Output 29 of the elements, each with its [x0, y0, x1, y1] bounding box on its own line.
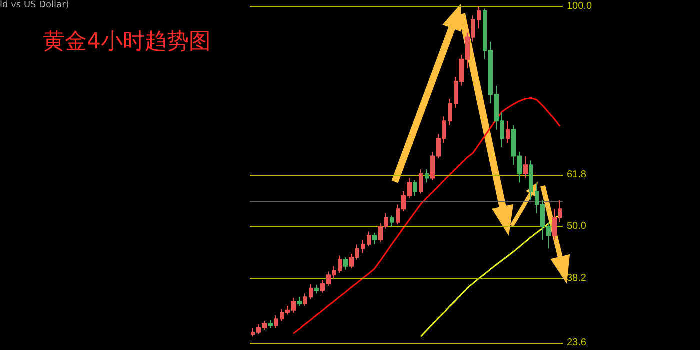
candlestick [367, 231, 371, 248]
candlestick [523, 156, 528, 179]
candlestick [314, 284, 319, 294]
candlestick [448, 98, 452, 126]
y-tick-label: 100.0 [567, 1, 592, 12]
text: 黄金4小时趋势图 [43, 30, 211, 54]
candlestick [343, 257, 348, 270]
y-tick-label: 50.0 [567, 221, 587, 232]
candlestick [303, 293, 307, 306]
candlestick [413, 180, 417, 196]
line-series [420, 214, 561, 338]
candlestick [477, 6, 481, 30]
y-tick-label: 23.6 [567, 337, 587, 348]
candlestick [529, 160, 533, 201]
candlestick [338, 255, 342, 274]
candlestick [425, 168, 429, 184]
candlestick [361, 239, 365, 254]
candlestick [309, 284, 313, 300]
candlestick [268, 320, 273, 328]
text: ld vs US Dollar) [0, 0, 70, 10]
candlestick [274, 315, 278, 328]
candlestick [297, 296, 302, 306]
candlestick [390, 215, 394, 228]
candlestick [419, 168, 423, 194]
line-series [292, 97, 561, 334]
y-tick-label: 61.8 [567, 169, 587, 180]
y-tick-label: 38.2 [567, 273, 587, 284]
candlestick [506, 120, 510, 144]
candlestick [372, 232, 377, 245]
